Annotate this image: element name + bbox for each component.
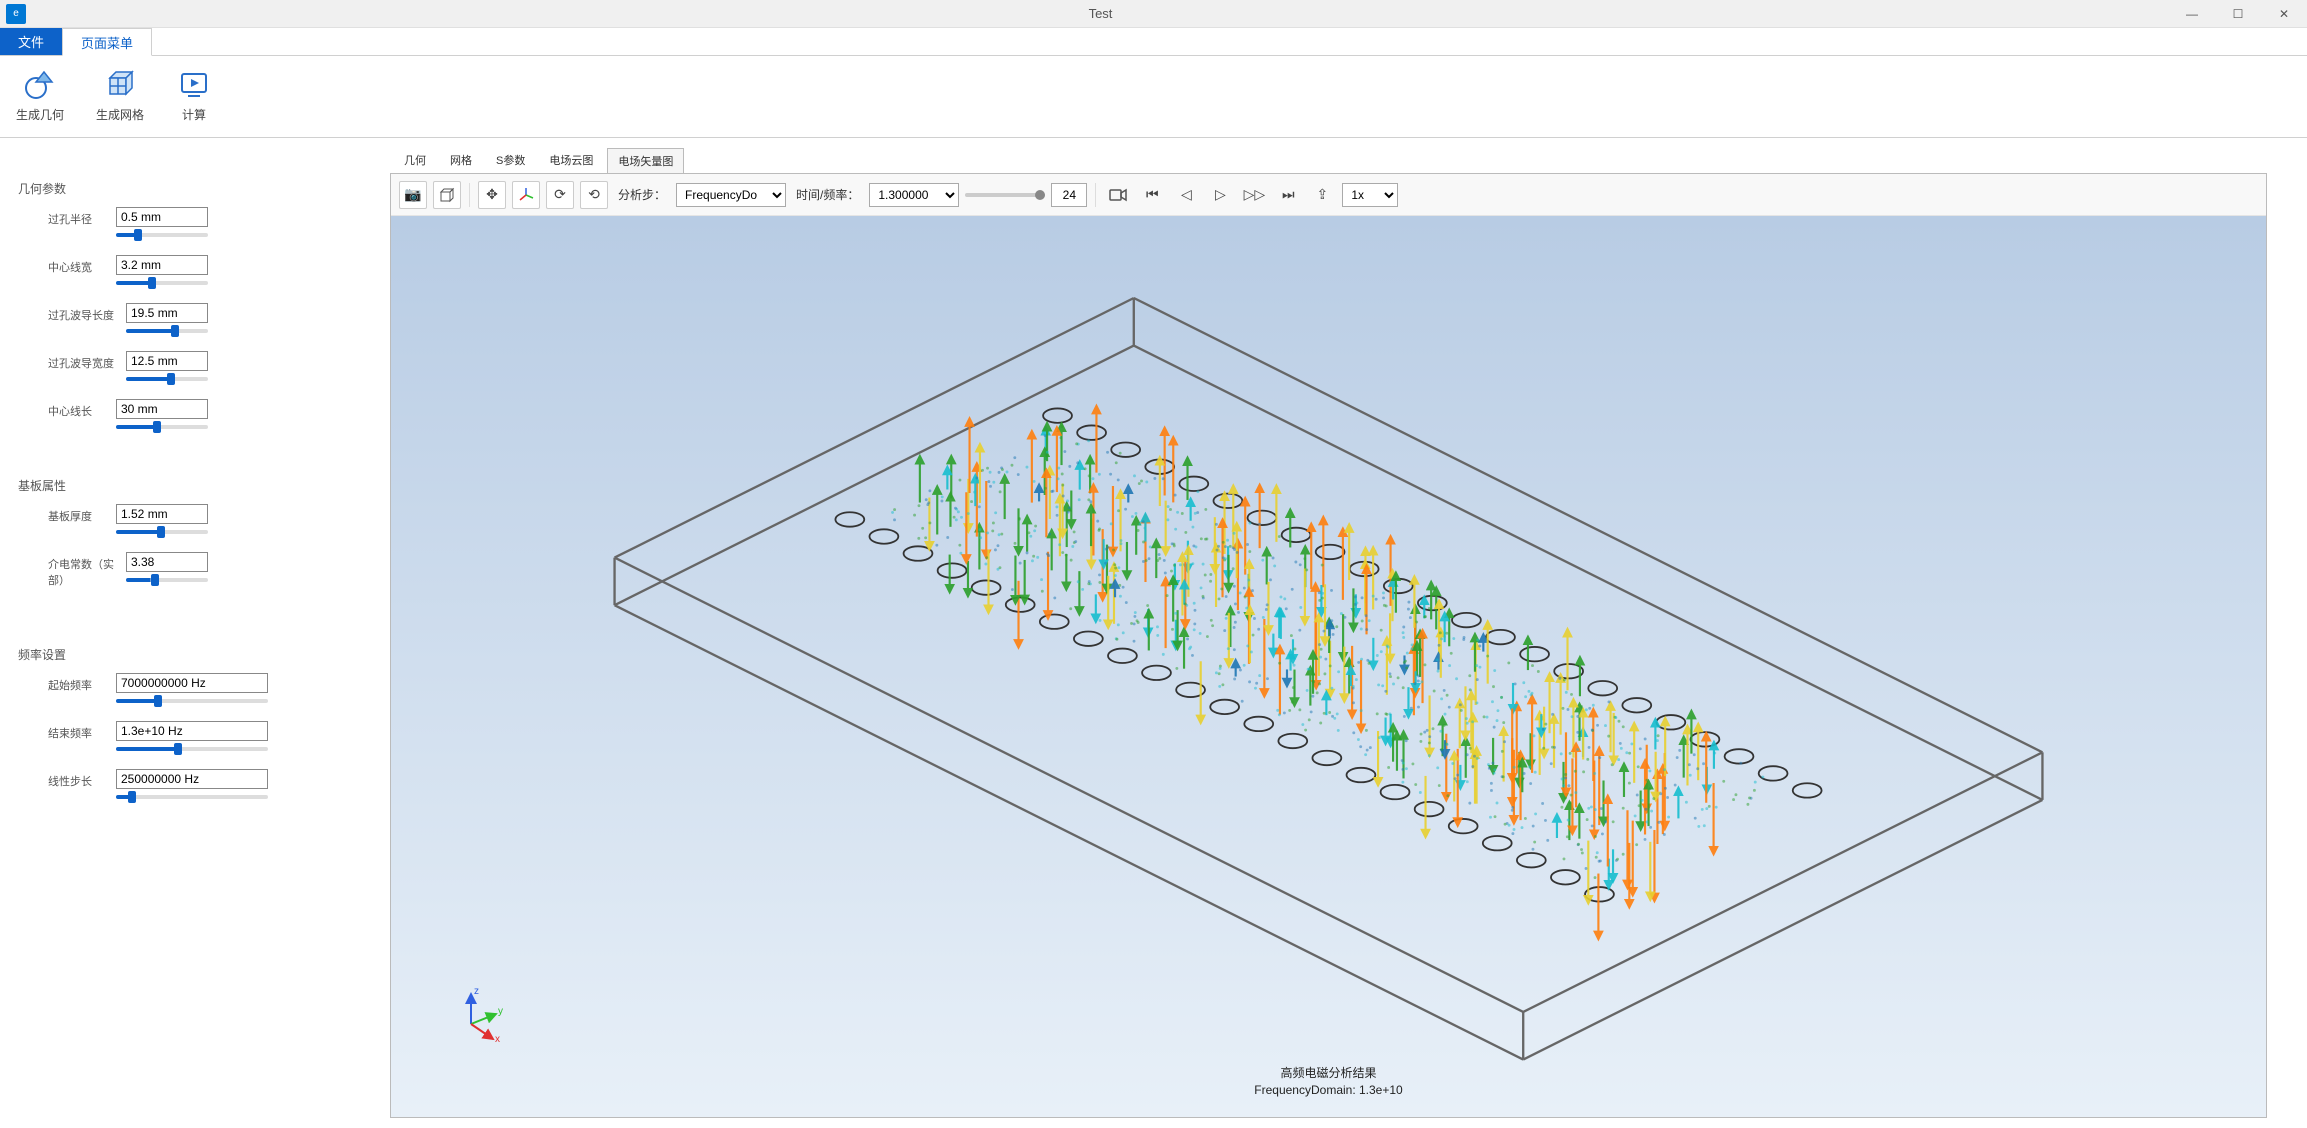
param-label: 线性步长: [48, 769, 116, 789]
tab-page[interactable]: 页面菜单: [62, 28, 152, 56]
caption-line1: 高频电磁分析结果: [1254, 1065, 1402, 1082]
viewer-toolbar: 📷 ✥ ⟳ ⟲ 分析步： FrequencyDo 时间/频率： 1.300000: [391, 174, 2266, 216]
eps-input[interactable]: [126, 552, 208, 572]
param-eps: 介电常数（实部）: [48, 552, 208, 588]
group-board-title: 基板属性: [18, 477, 372, 494]
gen-mesh-button[interactable]: 生成网格: [90, 62, 150, 127]
first-frame-icon[interactable]: ⏮: [1138, 181, 1166, 209]
export-icon[interactable]: ⇪: [1308, 181, 1336, 209]
via-radius-input[interactable]: [116, 207, 208, 227]
prev-frame-icon[interactable]: ◁: [1172, 181, 1200, 209]
eps-slider[interactable]: [126, 578, 208, 582]
axes-icon[interactable]: [512, 181, 540, 209]
gen-geometry-button[interactable]: 生成几何: [10, 62, 70, 127]
cube-view-icon[interactable]: [433, 181, 461, 209]
center-width-input[interactable]: [116, 255, 208, 275]
mesh-icon: [102, 66, 138, 102]
move-icon[interactable]: ✥: [478, 181, 506, 209]
frame-input[interactable]: [1051, 183, 1087, 207]
via-wg-len-input[interactable]: [126, 303, 208, 323]
param-step-freq: 线性步长: [48, 769, 268, 799]
record-icon[interactable]: [1104, 181, 1132, 209]
end-freq-slider[interactable]: [116, 747, 268, 751]
step-label: 分析步：: [614, 186, 670, 203]
group-freq-title: 频率设置: [18, 646, 372, 663]
camera-icon[interactable]: 📷: [399, 181, 427, 209]
param-start-freq: 起始频率: [48, 673, 268, 703]
param-label: 过孔半径: [48, 207, 116, 227]
geometry-icon: [22, 66, 58, 102]
speed-select[interactable]: 1x: [1342, 183, 1398, 207]
via-wg-len-slider[interactable]: [126, 329, 208, 333]
via-wg-width-input[interactable]: [126, 351, 208, 371]
group-geom-title: 几何参数: [18, 180, 372, 197]
close-button[interactable]: ✕: [2261, 0, 2307, 28]
param-label: 中心线宽: [48, 255, 116, 275]
center-len-input[interactable]: [116, 399, 208, 419]
step-freq-input[interactable]: [116, 769, 268, 789]
minimize-button[interactable]: —: [2169, 0, 2215, 28]
compute-icon: [176, 66, 212, 102]
svg-text:x: x: [495, 1034, 500, 1044]
content-tabs: 几何 网格 S参数 电场云图 电场矢量图: [390, 148, 2267, 173]
svg-text:z: z: [474, 986, 479, 997]
param-thickness: 基板厚度: [48, 504, 208, 534]
center-len-slider[interactable]: [116, 425, 208, 429]
gen-mesh-label: 生成网格: [96, 106, 144, 123]
start-freq-input[interactable]: [116, 673, 268, 693]
tab-geom[interactable]: 几何: [394, 148, 436, 173]
thickness-slider[interactable]: [116, 530, 208, 534]
ribbon: 生成几何 生成网格 计算: [0, 56, 2307, 138]
param-label: 过孔波导长度: [48, 303, 126, 323]
tab-cloud[interactable]: 电场云图: [539, 148, 603, 173]
step-select[interactable]: FrequencyDo: [676, 183, 786, 207]
menu-tabs: 文件 页面菜单: [0, 28, 2307, 56]
viewer: 📷 ✥ ⟳ ⟲ 分析步： FrequencyDo 时间/频率： 1.300000: [390, 173, 2267, 1118]
param-label: 过孔波导宽度: [48, 351, 126, 371]
param-label: 中心线长: [48, 399, 116, 419]
rotate-cw-icon[interactable]: ⟳: [546, 181, 574, 209]
param-center-len: 中心线长: [48, 399, 208, 429]
param-label: 介电常数（实部）: [48, 552, 126, 588]
caption-line2: FrequencyDomain: 1.3e+10: [1254, 1082, 1402, 1099]
step-freq-slider[interactable]: [116, 795, 268, 799]
play-icon[interactable]: ▷: [1206, 181, 1234, 209]
next-frame-icon[interactable]: ▷▷: [1240, 181, 1268, 209]
param-end-freq: 结束频率: [48, 721, 268, 751]
titlebar: e Test — ☐ ✕: [0, 0, 2307, 28]
sidebar: 几何参数 过孔半径 中心线宽 过孔波导长度: [0, 138, 390, 1128]
time-select[interactable]: 1.300000: [869, 183, 959, 207]
maximize-button[interactable]: ☐: [2215, 0, 2261, 28]
canvas-caption: 高频电磁分析结果 FrequencyDomain: 1.3e+10: [1254, 1065, 1402, 1099]
compute-button[interactable]: 计算: [170, 62, 218, 127]
param-label: 起始频率: [48, 673, 116, 693]
center-width-slider[interactable]: [116, 281, 208, 285]
tab-mesh[interactable]: 网格: [440, 148, 482, 173]
window-title: Test: [32, 6, 2169, 21]
svg-text:y: y: [498, 1006, 503, 1017]
canvas-3d[interactable]: z y x 高频电磁分析结果 FrequencyDomain: 1.3e+10: [391, 216, 2266, 1117]
param-via-wg-width: 过孔波导宽度: [48, 351, 208, 381]
rotate-ccw-icon[interactable]: ⟲: [580, 181, 608, 209]
end-freq-input[interactable]: [116, 721, 268, 741]
time-label: 时间/频率：: [792, 186, 863, 203]
param-via-wg-len: 过孔波导长度: [48, 303, 208, 333]
thickness-input[interactable]: [116, 504, 208, 524]
via-wg-width-slider[interactable]: [126, 377, 208, 381]
last-frame-icon[interactable]: ⏭: [1274, 181, 1302, 209]
tab-vector[interactable]: 电场矢量图: [607, 148, 684, 173]
gen-geometry-label: 生成几何: [16, 106, 64, 123]
app-icon: e: [6, 4, 26, 24]
start-freq-slider[interactable]: [116, 699, 268, 703]
param-center-width: 中心线宽: [48, 255, 208, 285]
param-via-radius: 过孔半径: [48, 207, 208, 237]
via-radius-slider[interactable]: [116, 233, 208, 237]
frame-slider[interactable]: [965, 193, 1045, 197]
param-label: 结束频率: [48, 721, 116, 741]
tab-sparam[interactable]: S参数: [486, 148, 535, 173]
axis-triad: z y x: [451, 984, 511, 1047]
compute-label: 计算: [182, 106, 206, 123]
tab-file[interactable]: 文件: [0, 28, 62, 55]
param-label: 基板厚度: [48, 504, 116, 524]
